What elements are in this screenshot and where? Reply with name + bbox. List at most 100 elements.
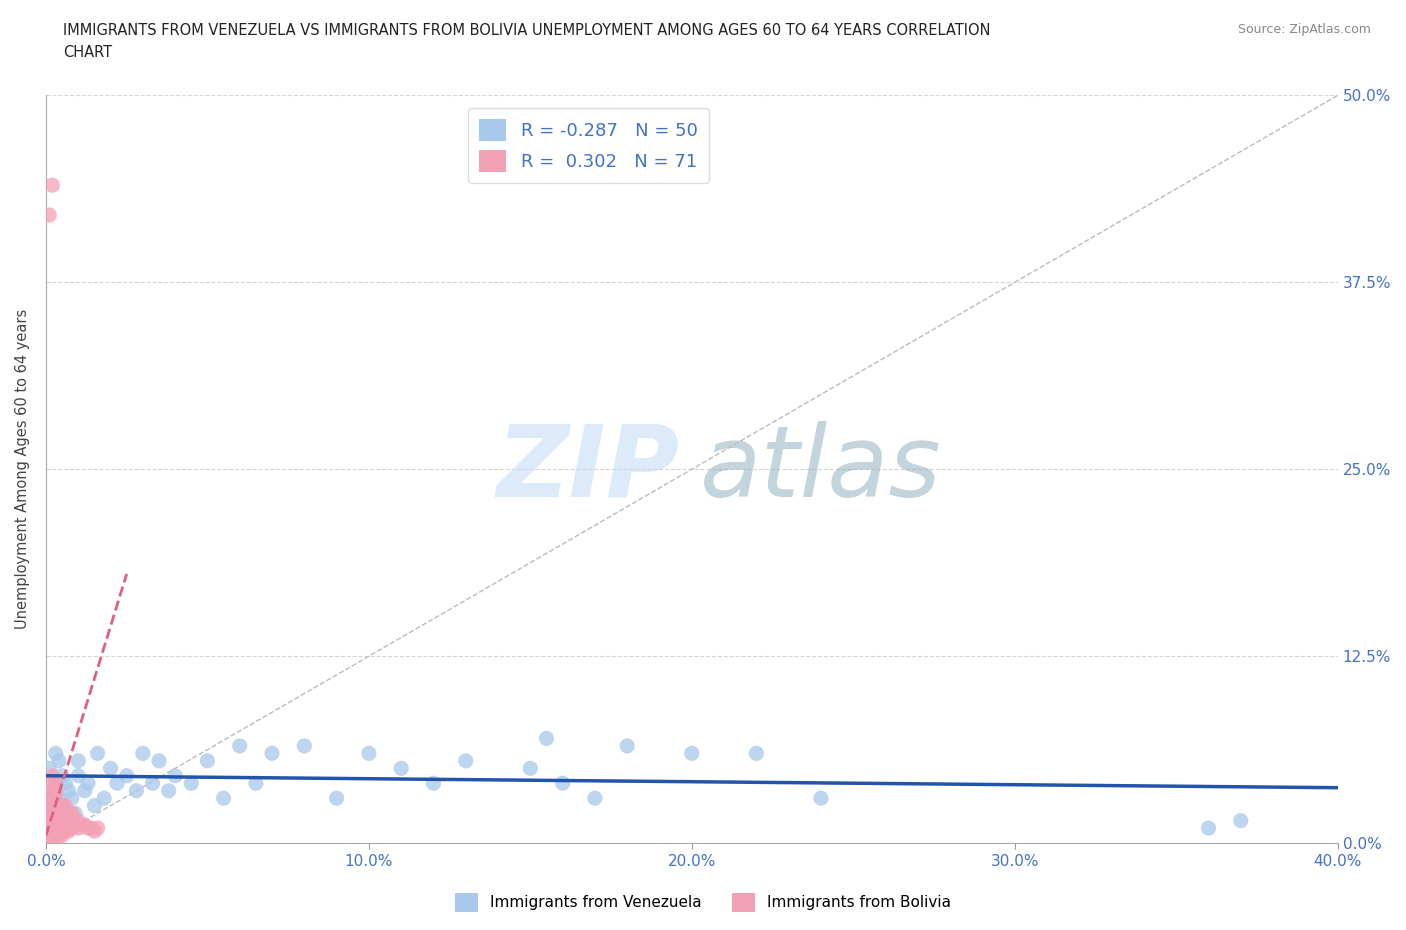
Text: CHART: CHART [63,45,112,60]
Point [41,178,63,193]
Point [60,790,83,805]
Point [70,817,93,832]
Point [51,798,73,813]
Point [48,809,70,824]
Point [616,738,638,753]
Point [454,753,477,768]
Y-axis label: Unemployment Among Ages 60 to 64 years: Unemployment Among Ages 60 to 64 years [15,309,30,630]
Point [132,746,155,761]
Point [63,817,86,832]
Point [48,820,70,835]
Point [197,753,219,768]
Point [41,805,63,820]
Point [58,813,80,828]
Point [536,731,558,746]
Point [38,809,60,824]
Point [51,768,73,783]
Point [53,798,76,813]
Point [51,824,73,839]
Point [41,809,63,824]
Point [58,820,80,835]
Point [83,798,105,813]
Point [45,817,67,832]
Point [100,761,122,776]
Point [260,746,283,761]
Point [45,824,67,839]
Point [48,790,70,805]
Point [583,790,606,805]
Point [58,805,80,820]
Point [125,783,148,798]
Point [35,820,58,835]
Point [41,824,63,839]
Point [38,820,60,835]
Point [180,776,202,790]
Text: atlas: atlas [700,420,942,518]
Point [60,817,83,832]
Point [51,820,73,835]
Point [73,817,96,832]
Point [745,746,768,761]
Point [41,798,63,813]
Point [41,820,63,835]
Point [551,776,574,790]
Point [48,798,70,813]
Point [228,738,250,753]
Point [1229,813,1251,828]
Point [45,776,67,790]
Point [35,829,58,844]
Point [45,820,67,835]
Legend: R = -0.287   N = 50, R =  0.302   N = 71: R = -0.287 N = 50, R = 0.302 N = 71 [468,108,709,183]
Point [67,813,90,828]
Point [77,776,100,790]
Point [157,783,180,798]
Point [63,805,86,820]
Point [83,824,105,839]
Point [810,790,832,805]
Point [48,824,70,839]
Point [519,761,541,776]
Point [45,746,67,761]
Point [73,783,96,798]
Legend: Immigrants from Venezuela, Immigrants from Bolivia: Immigrants from Venezuela, Immigrants fr… [449,887,957,918]
Point [45,805,67,820]
Point [38,761,60,776]
Point [60,820,83,835]
Point [53,820,76,835]
Point [60,805,83,820]
Point [212,790,235,805]
Point [681,746,703,761]
Point [38,817,60,832]
Point [45,790,67,805]
Point [41,768,63,783]
Point [38,798,60,813]
Point [45,798,67,813]
Point [45,809,67,824]
Point [67,768,90,783]
Point [41,829,63,844]
Point [45,783,67,798]
Point [58,824,80,839]
Point [165,768,187,783]
Point [51,813,73,828]
Point [48,817,70,832]
Text: ZIP: ZIP [496,420,681,518]
Point [80,820,103,835]
Point [45,829,67,844]
Point [67,820,90,835]
Point [115,768,138,783]
Point [60,813,83,828]
Point [38,790,60,805]
Text: Source: ZipAtlas.com: Source: ZipAtlas.com [1237,23,1371,36]
Point [67,753,90,768]
Point [86,820,108,835]
Point [38,207,60,222]
Point [38,824,60,839]
Point [53,776,76,790]
Point [105,776,128,790]
Point [41,817,63,832]
Point [38,813,60,828]
Point [48,753,70,768]
Point [45,776,67,790]
Point [292,738,315,753]
